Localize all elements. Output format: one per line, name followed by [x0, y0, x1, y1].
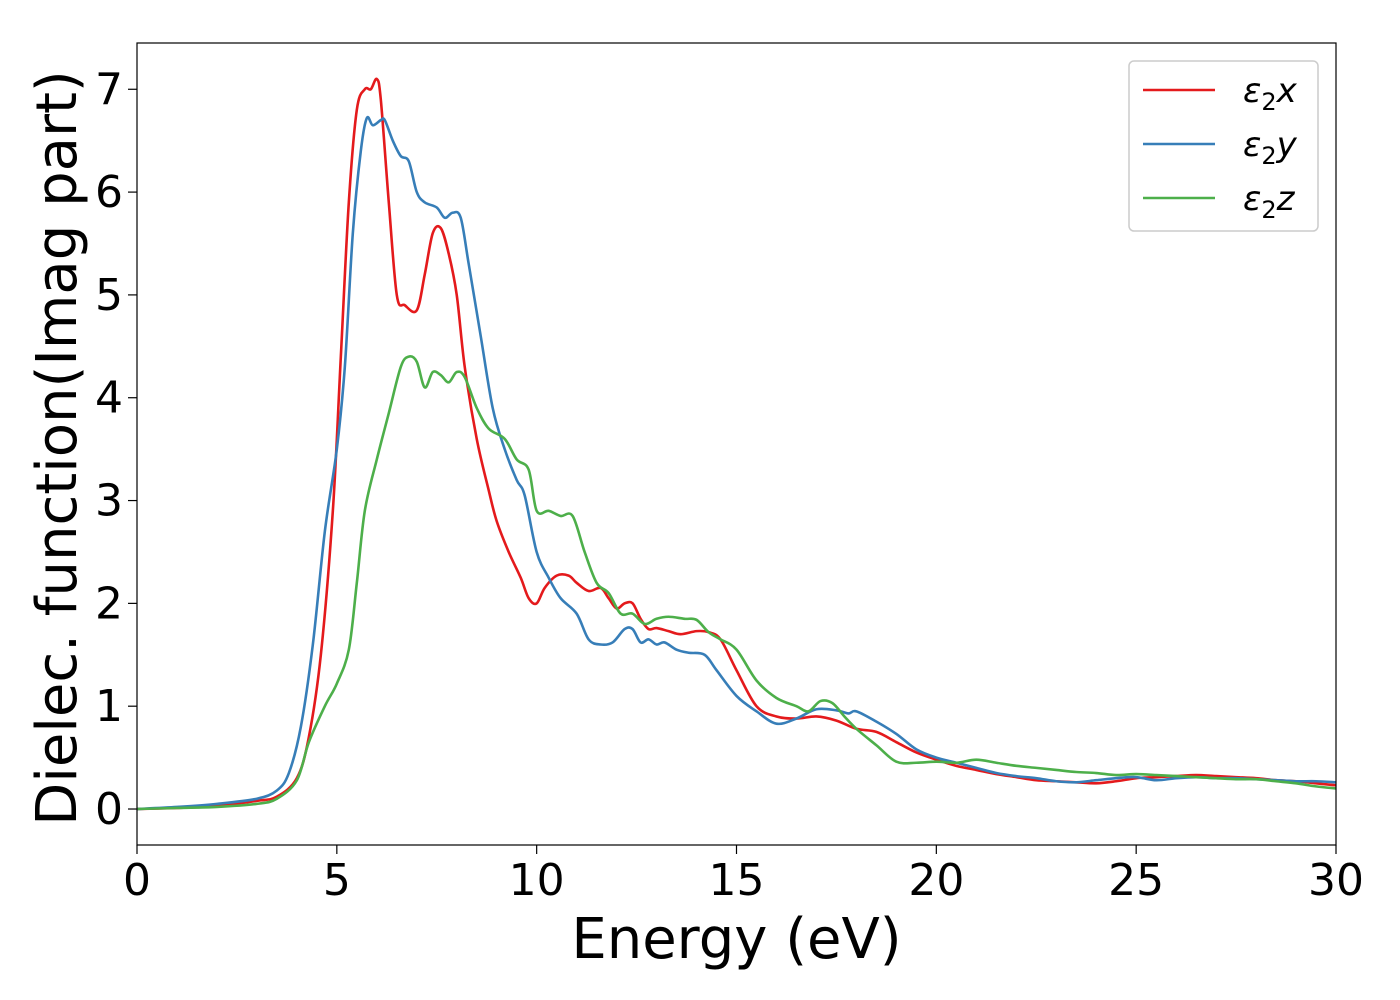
y-tick-label: 7: [95, 64, 123, 115]
y-axis-label: Dielec. function(Imag part): [25, 70, 90, 826]
legend-label: ε2y: [1243, 125, 1298, 170]
y-axis-ticks: 0 1 2 3 4 5 6 7: [95, 64, 137, 835]
y-tick-label: 1: [95, 681, 123, 732]
y-tick-label: 3: [95, 476, 123, 527]
y-tick-label: 5: [95, 270, 123, 321]
y-tick-label: 0: [95, 784, 123, 835]
series-line-y: [137, 115, 1336, 811]
legend-item-x: ε2x: [1143, 71, 1298, 116]
series-layer: [137, 77, 1336, 811]
y-tick-label: 2: [95, 578, 123, 629]
x-tick-label: 25: [1108, 855, 1164, 906]
y-tick-label: 4: [95, 373, 123, 424]
x-tick-label: 10: [509, 855, 565, 906]
x-tick-label: 30: [1308, 855, 1364, 906]
x-tick-label: 5: [323, 855, 351, 906]
legend-item-z: ε2z: [1143, 179, 1296, 224]
y-tick-label: 6: [95, 167, 123, 218]
legend-item-y: ε2y: [1143, 125, 1298, 170]
legend-label: ε2z: [1243, 179, 1296, 224]
legend-box: [1128, 60, 1319, 232]
series-line-z: [137, 355, 1336, 811]
x-tick-label: 15: [709, 855, 765, 906]
x-axis-ticks: 0 5 10 15 20 25 30: [123, 845, 1364, 906]
x-axis-label: Energy (eV): [571, 907, 901, 972]
x-tick-label: 20: [908, 855, 964, 906]
x-tick-label: 0: [123, 855, 151, 906]
legend-label: ε2x: [1243, 71, 1298, 116]
legend: ε2x ε2y ε2z: [1128, 60, 1319, 232]
